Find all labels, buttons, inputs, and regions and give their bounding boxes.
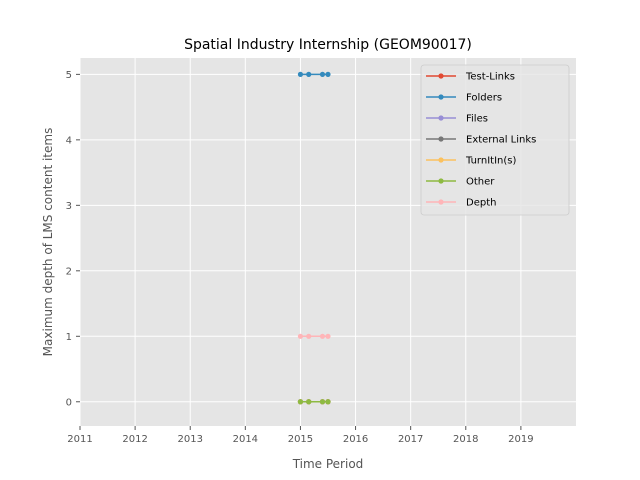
x-tick-label: 2013 — [177, 434, 202, 445]
legend-label: Files — [466, 114, 488, 125]
y-tick-label: 3 — [66, 201, 72, 212]
x-tick-label: 2015 — [288, 434, 313, 445]
data-point — [297, 399, 304, 405]
legend-marker — [438, 73, 444, 79]
y-tick-label: 5 — [66, 70, 72, 81]
data-point — [297, 71, 304, 77]
y-tick-label: 4 — [66, 135, 72, 146]
series-other — [297, 399, 331, 405]
legend-box — [420, 64, 570, 216]
data-point — [325, 71, 331, 77]
x-tick-label: 2016 — [343, 434, 368, 445]
y-tick-label: 0 — [66, 397, 72, 408]
legend-label: Folders — [466, 93, 502, 104]
legend-marker — [438, 199, 444, 205]
series-layer — [297, 71, 331, 405]
legend-marker — [438, 115, 444, 121]
x-axis: 2011 2012 2013 2014 2015 2016 2017 2018 2019 — [67, 426, 534, 445]
legend-label: External Links — [466, 135, 536, 146]
legend-item: TurnItIn(s) — [426, 156, 516, 167]
legend: Test-Links Folders Files External Links Turn… — [420, 64, 570, 216]
series-depth — [297, 333, 331, 339]
y-tick-label: 2 — [66, 266, 72, 277]
x-tick-label: 2019 — [508, 434, 533, 445]
legend-label: Other — [466, 177, 495, 188]
data-point — [319, 399, 326, 405]
legend-item: Test-Links — [426, 72, 515, 83]
y-tick-label: 1 — [66, 332, 72, 343]
data-point — [306, 333, 312, 339]
legend-item: External Links — [426, 135, 536, 146]
legend-marker — [438, 157, 444, 163]
legend-label: Depth — [466, 198, 496, 209]
legend-marker — [438, 178, 444, 184]
legend-label: TurnItIn(s) — [465, 156, 516, 167]
data-point — [306, 399, 312, 405]
x-tick-label: 2018 — [453, 434, 478, 445]
data-point — [297, 333, 304, 339]
legend-item: Folders — [426, 93, 502, 104]
x-tick-label: 2017 — [398, 434, 423, 445]
x-tick-label: 2011 — [67, 434, 92, 445]
x-axis-label: Time Period — [292, 457, 364, 471]
y-axis: 0 1 2 3 4 5 — [66, 70, 80, 408]
legend-marker — [438, 136, 444, 142]
legend-label: Test-Links — [465, 72, 515, 83]
data-point — [325, 399, 331, 405]
data-point — [319, 71, 326, 77]
chart-title: Spatial Industry Internship (GEOM90017) — [184, 37, 472, 53]
series-folders — [297, 71, 331, 77]
data-point — [325, 333, 331, 339]
data-point — [306, 71, 312, 77]
legend-marker — [438, 94, 444, 100]
y-axis-label: Maximum depth of LMS content items — [41, 128, 55, 357]
x-tick-label: 2014 — [233, 434, 258, 445]
legend-item: Other — [426, 177, 495, 188]
legend-item: Files — [426, 114, 488, 125]
legend-item: Depth — [426, 198, 496, 209]
x-tick-label: 2012 — [122, 434, 147, 445]
data-point — [319, 333, 326, 339]
